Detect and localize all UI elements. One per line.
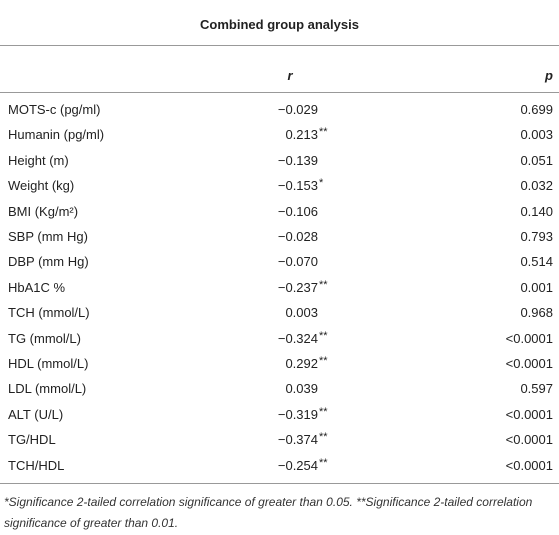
row-label: TCH (mmol/L) — [8, 305, 90, 321]
rule — [0, 45, 559, 46]
table-title: Combined group analysis — [200, 17, 359, 32]
row-label: ALT (U/L) — [8, 406, 64, 422]
rule — [0, 92, 559, 93]
r-value: −0.070 — [277, 254, 318, 270]
p-value: 0.003 — [520, 127, 553, 143]
r-value: −0.139 — [277, 152, 318, 168]
row-label: Humanin (pg/ml) — [8, 127, 105, 143]
r-value: −0.324 — [277, 330, 318, 346]
significance: ** — [319, 431, 328, 444]
r-value: 0.039 — [285, 381, 318, 397]
p-value: 0.793 — [520, 229, 553, 244]
row-label: TG/HDL — [8, 432, 56, 448]
p-value: <0.0001 — [505, 356, 553, 371]
rule — [0, 483, 559, 484]
significance: ** — [319, 126, 328, 139]
r-value: 0.213 — [285, 127, 318, 143]
significance: ** — [319, 405, 328, 418]
row-label: HbA1C % — [8, 279, 66, 295]
p-value: <0.0001 — [505, 330, 553, 346]
column-header: r — [287, 68, 293, 83]
significance: ** — [319, 329, 328, 342]
p-value: 0.968 — [520, 305, 553, 321]
r-value: −0.106 — [277, 203, 318, 219]
r-value: −0.029 — [277, 102, 318, 117]
row-label: TG (mmol/L) — [8, 330, 81, 346]
r-value: −0.374 — [277, 432, 318, 448]
p-value: 0.140 — [520, 203, 553, 219]
row-label: DBP (mm Hg) — [8, 254, 89, 270]
p-value: 0.699 — [520, 102, 553, 117]
row-label: BMI (Kg/m²) — [8, 203, 79, 219]
significance: ** — [319, 355, 328, 367]
significance: * — [319, 177, 324, 190]
p-value: <0.0001 — [505, 406, 553, 422]
p-value: <0.0001 — [505, 432, 553, 448]
footnote: *Significance 2-tailed correlation signi… — [4, 495, 533, 530]
p-value: <0.0001 — [505, 457, 553, 473]
p-value: 0.051 — [520, 152, 553, 168]
r-value: −0.254 — [277, 457, 318, 473]
row-label: LDL (mmol/L) — [8, 381, 87, 397]
r-value: −0.153 — [277, 178, 318, 194]
p-value: 0.514 — [520, 254, 553, 270]
p-value: 0.032 — [520, 178, 553, 194]
r-value: −0.028 — [277, 229, 318, 244]
row-label: Weight (kg) — [8, 178, 75, 194]
significance: ** — [319, 456, 328, 469]
row-label: HDL (mmol/L) — [8, 356, 89, 371]
r-value: 0.003 — [285, 305, 318, 321]
r-value: −0.319 — [277, 406, 318, 422]
p-value: 0.597 — [520, 381, 553, 397]
row-label: SBP (mm Hg) — [8, 229, 88, 244]
p-value: 0.001 — [520, 279, 553, 295]
r-value: 0.292 — [285, 356, 318, 371]
row-label: TCH/HDL — [8, 457, 65, 473]
column-header: p — [545, 68, 553, 83]
significance: ** — [319, 278, 328, 291]
row-label: Height (m) — [8, 152, 69, 168]
r-value: −0.237 — [277, 279, 318, 295]
row-label: MOTS-c (pg/ml) — [8, 102, 101, 117]
